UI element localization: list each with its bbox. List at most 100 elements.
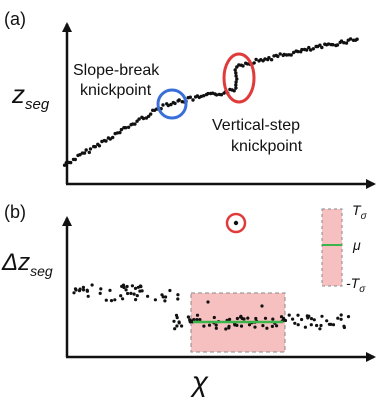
data-point [241,64,245,68]
legend-upper-label: Tσ [352,202,368,222]
data-point [166,103,170,108]
data-point [121,283,126,287]
data-point [239,315,243,319]
data-point [135,294,139,298]
data-point [104,139,108,143]
panel-b-label: (b) [4,202,26,222]
data-point [202,94,206,98]
data-point [72,291,76,295]
data-point [119,294,123,298]
data-point [81,285,85,289]
data-point [62,163,67,167]
data-point [263,57,267,61]
data-point [318,327,322,331]
data-point [320,45,324,50]
data-point [234,83,238,87]
data-point [214,326,218,330]
data-point [129,291,133,295]
data-point [278,52,282,56]
data-point [254,57,258,62]
data-point [137,117,141,121]
panel-b: (b) Δzseg χ Tσ μ -Tσ [1,202,376,397]
data-point [147,114,151,119]
data-point [234,71,238,75]
data-point [186,315,190,319]
data-point [93,145,98,149]
data-point [153,298,157,302]
data-point [270,324,274,328]
data-point [90,283,94,287]
data-point [109,299,114,303]
data-point [339,313,343,317]
panel-b-x-label: χ [189,366,209,397]
data-point [287,313,291,317]
data-point [113,298,117,302]
data-point [176,297,180,301]
data-point [195,318,199,322]
data-point [271,317,275,321]
data-point [78,153,82,157]
data-point [173,327,177,331]
data-point [309,323,313,327]
data-point [119,127,124,132]
data-point [126,125,131,129]
data-point [246,316,250,320]
vertical-step-label-line1: Vertical-step [212,117,300,134]
data-point [180,324,184,328]
slope-break-label-line1: Slope-break [73,62,160,79]
data-point [309,48,313,52]
data-point [172,319,176,323]
panel-a-label: (a) [4,9,26,29]
data-point [161,103,165,107]
data-point [122,285,126,290]
data-point [206,300,210,304]
data-point [346,315,351,319]
data-point [195,313,200,317]
data-point [319,323,323,328]
data-point [124,126,128,130]
data-point [283,318,288,323]
data-point [253,325,257,329]
data-point [64,161,69,165]
data-point [342,41,346,45]
data-point [97,144,102,148]
data-point [292,50,296,55]
data-point [348,37,353,41]
data-point [312,318,316,322]
data-point [252,61,256,65]
data-point [164,295,168,299]
data-point [303,325,307,329]
data-point [296,313,300,317]
data-point [130,284,134,288]
data-point [133,286,138,290]
data-point [175,324,179,328]
data-point [177,321,181,325]
data-point [239,324,244,328]
data-point [198,318,202,322]
data-point [235,77,239,81]
data-point [227,326,231,330]
data-point [84,148,88,152]
data-point [254,316,258,321]
data-point [296,323,300,327]
data-point [86,294,90,298]
data-point [331,323,336,327]
data-point [149,112,153,116]
data-point [320,314,324,318]
data-point [235,316,239,321]
data-point [174,313,179,317]
outlier-point [233,220,239,226]
outlier-circle [225,212,247,234]
data-point [133,122,137,126]
data-point [73,157,78,162]
panel-a-y-label: zseg [11,79,50,113]
data-point [212,315,216,320]
data-point [146,294,150,298]
data-point [326,42,331,46]
data-point [336,316,340,320]
data-point [325,319,329,323]
data-point [177,98,181,102]
data-point [214,93,219,97]
data-point [121,297,125,301]
data-point [237,63,241,67]
